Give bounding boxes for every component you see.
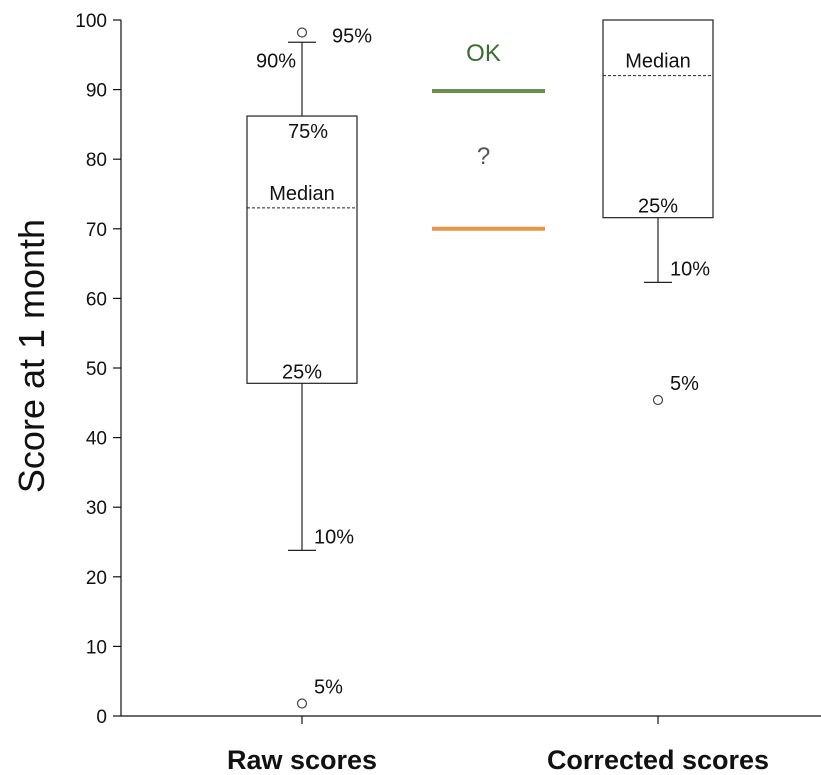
median-label: Median — [269, 183, 335, 205]
y-tick-label: 100 — [75, 11, 107, 32]
interquartile-box — [246, 115, 358, 384]
y-tick-label: 0 — [96, 707, 107, 728]
reference-label-ok: OK — [466, 40, 501, 67]
x-category-label: Corrected scores — [547, 745, 769, 775]
y-tick-label: 10 — [86, 637, 107, 658]
p95-label: 95% — [332, 26, 372, 48]
point-p5 — [652, 394, 664, 406]
p75-label: 75% — [288, 121, 328, 143]
y-tick-label: 30 — [86, 498, 107, 519]
y-tick-label: 40 — [86, 429, 107, 450]
p25-label: 25% — [638, 196, 678, 218]
median-label: Median — [625, 51, 691, 73]
p25-label: 25% — [282, 361, 322, 383]
p5-label: 5% — [670, 373, 699, 395]
boxes: Median 25% 75% 90% 95% 10% 5% Median 25% 10% 5% — [246, 19, 714, 709]
reference-label-question: ? — [477, 143, 490, 170]
y-tick-label: 50 — [86, 359, 107, 380]
p90-label: 90% — [256, 50, 296, 72]
y-tick-label: 80 — [86, 150, 107, 171]
x-category-label: Raw scores — [227, 745, 377, 775]
box-raw-scores: Median 25% 75% 90% 95% 10% 5% — [246, 26, 372, 709]
p10-label: 10% — [314, 526, 354, 548]
point-p5 — [296, 698, 308, 709]
y-axis-label: Score at 1 month — [11, 219, 52, 493]
p10-label: 10% — [670, 258, 710, 280]
box-corrected-scores: Median 25% 10% 5% — [602, 19, 714, 406]
y-tick-label: 20 — [86, 568, 107, 589]
p5-label: 5% — [314, 676, 343, 698]
y-tick-label: 60 — [86, 289, 107, 310]
y-tick-label: 90 — [86, 81, 107, 102]
y-tick-label: 70 — [86, 220, 107, 241]
interquartile-box — [602, 19, 714, 219]
reference-lines: OK? — [432, 40, 545, 231]
axes: 0 10 20 30 40 50 60 70 80 90 100 Raw scores Correcte… — [75, 11, 821, 775]
point-p95 — [296, 27, 308, 38]
